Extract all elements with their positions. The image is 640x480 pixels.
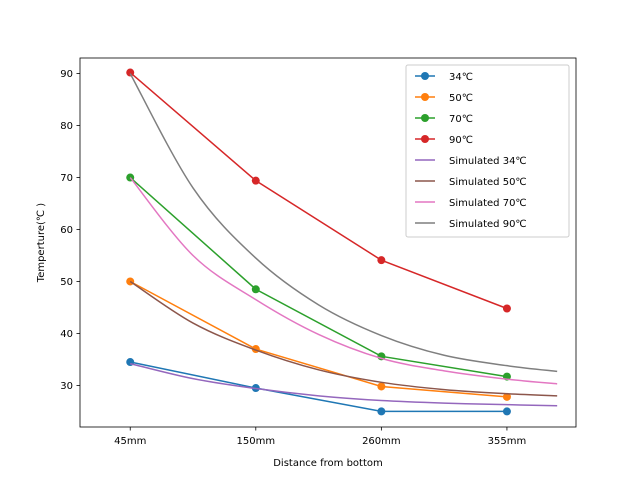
y-tick-label: 30 xyxy=(60,381,73,392)
series-line-simulated-34 xyxy=(130,362,558,407)
data-point-90 xyxy=(251,176,260,185)
axes: 30 40 50 60 70 80 90 45mm 150mm 260mm 355mm Distanc… xyxy=(36,57,577,469)
series-line-70 xyxy=(129,176,508,378)
legend-marker-34 xyxy=(421,72,429,80)
series-group xyxy=(126,68,558,416)
legend-label-simulated-90: Simulated 90℃ xyxy=(449,219,527,230)
series-line-simulated-70 xyxy=(129,177,558,385)
series-line-simulated-50 xyxy=(129,280,558,397)
y-tick-label: 50 xyxy=(60,277,73,288)
legend-label-50: 50℃ xyxy=(449,93,473,104)
x-tick-label: 355mm xyxy=(488,436,527,447)
y-tick-label: 90 xyxy=(60,69,73,80)
series-line-34 xyxy=(130,361,507,413)
data-point-70 xyxy=(251,285,260,294)
legend-label-70: 70℃ xyxy=(449,114,473,125)
data-point-90 xyxy=(502,304,511,313)
x-axis-label: Distance from bottom xyxy=(273,458,383,469)
axes-frame xyxy=(79,57,577,428)
series-line-simulated-90 xyxy=(129,73,558,373)
x-tick-label: 260mm xyxy=(362,436,401,447)
series-line-50 xyxy=(129,280,507,398)
legend: 34℃ 50℃ 70℃ 90℃ Simulated 34℃ Simulated 50℃ Si… xyxy=(405,64,570,238)
x-tick-label: 150mm xyxy=(237,436,276,447)
y-tick-label: 70 xyxy=(60,173,73,184)
y-axis-label: Temperture(℃ ) xyxy=(36,203,47,284)
y-tick-label: 60 xyxy=(60,225,73,236)
legend-label-simulated-70: Simulated 70℃ xyxy=(449,198,527,209)
y-tick-label: 80 xyxy=(60,121,73,132)
data-point-50 xyxy=(377,382,386,391)
legend-marker-90 xyxy=(421,135,429,143)
legend-marker-70 xyxy=(421,114,429,122)
legend-label-90: 90℃ xyxy=(449,135,473,146)
data-point-34 xyxy=(502,407,511,416)
series-line-90 xyxy=(129,71,508,310)
legend-label-34: 34℃ xyxy=(449,72,473,83)
x-tick-label: 45mm xyxy=(114,436,146,447)
legend-label-simulated-50: Simulated 50℃ xyxy=(449,177,527,188)
data-point-50 xyxy=(502,392,511,401)
data-point-90 xyxy=(126,68,135,77)
legend-label-simulated-34: Simulated 34℃ xyxy=(449,156,527,167)
data-point-34 xyxy=(377,407,386,416)
y-tick-label: 40 xyxy=(60,329,73,340)
legend-box xyxy=(405,64,570,238)
data-point-90 xyxy=(377,256,386,265)
legend-marker-50 xyxy=(421,93,429,101)
